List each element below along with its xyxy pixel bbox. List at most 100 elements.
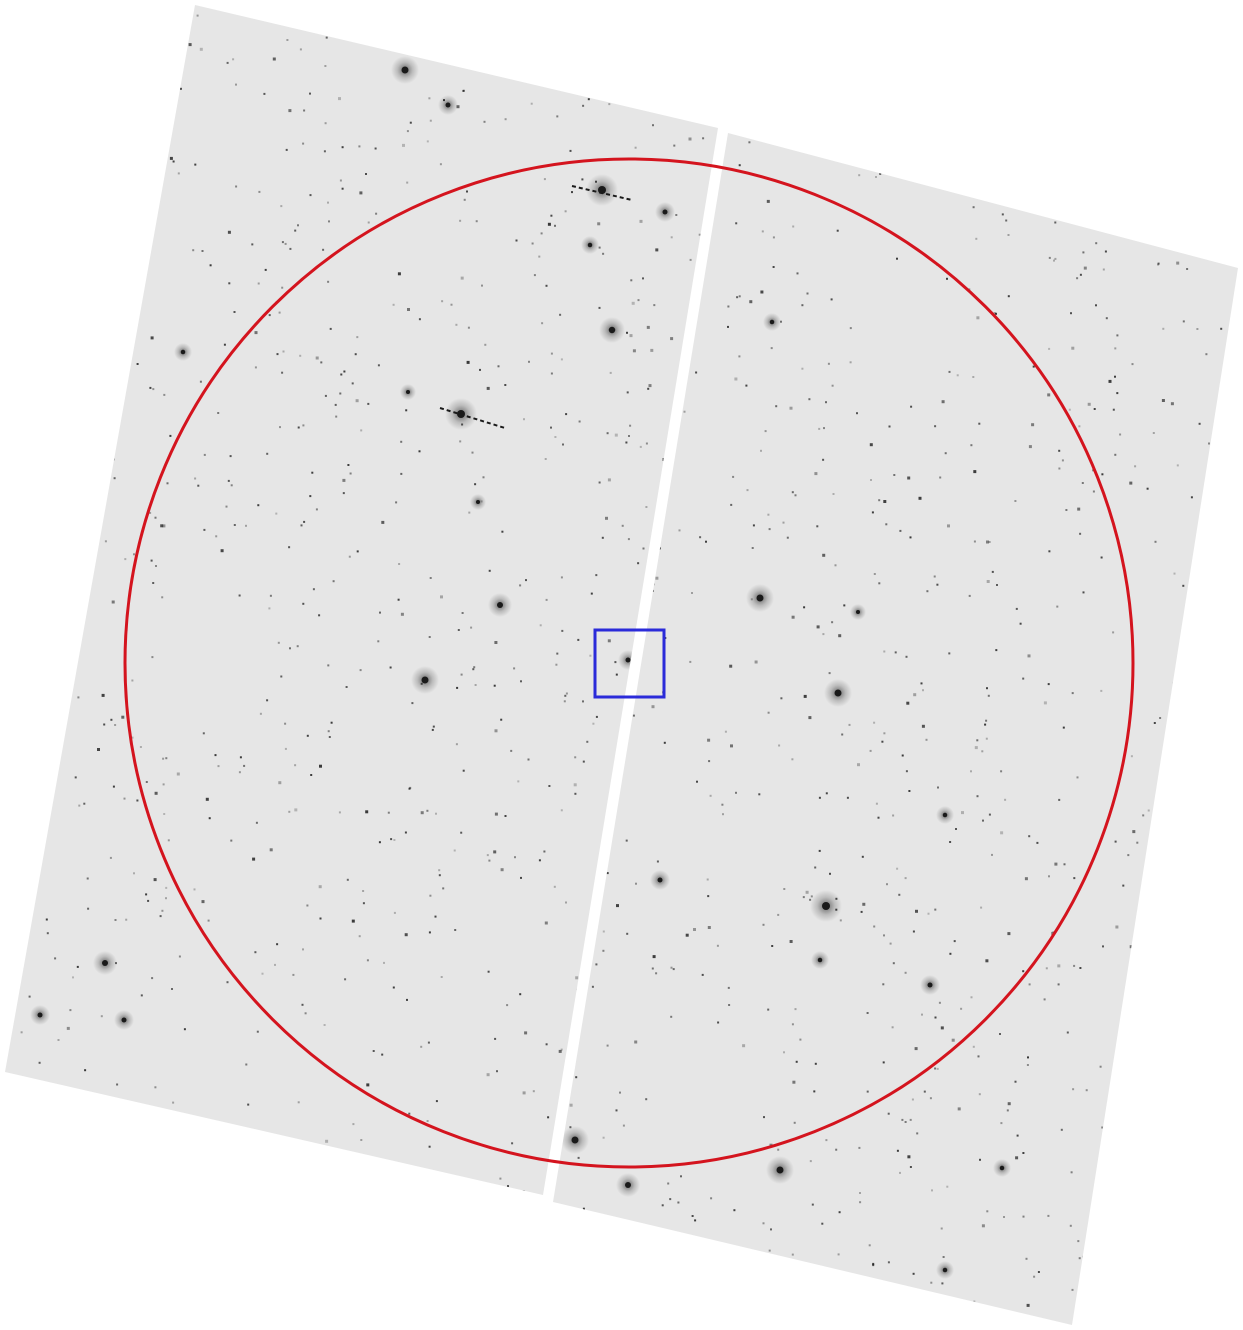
star-speck [400,612,404,616]
star-speck [973,1300,976,1303]
star-speck [791,758,794,761]
star-speck [735,222,738,225]
star-speck [311,471,314,474]
bright-source-core [999,1165,1005,1171]
star-speck [517,780,520,783]
star-speck [1078,1257,1081,1260]
star-speck [309,495,312,498]
star-speck [1037,1271,1040,1273]
star-speck [474,684,477,686]
star-speck [936,1067,939,1070]
star-speck [960,1007,963,1010]
star-speck [951,1038,955,1042]
star-speck [83,802,86,805]
star-speck [873,925,876,928]
star-speck [351,382,354,385]
star-speck [1054,862,1058,866]
star-speck [742,1044,746,1048]
star-speck [724,730,727,733]
star-speck [329,327,332,330]
star-speck [325,1139,329,1143]
star-speck [848,723,851,726]
star-speck [730,503,733,506]
star-speck [1028,983,1031,986]
star-speck [179,87,182,90]
star-speck [233,524,236,526]
star-speck [1058,449,1061,452]
star-speck [1047,683,1050,686]
star-speck [629,424,632,427]
star-speck [985,959,989,963]
star-speck [1093,408,1096,410]
star-speck [859,1192,861,1194]
star-speck [511,1142,514,1145]
star-speck [793,1121,796,1124]
star-speck [1147,809,1150,812]
star-speck [338,97,341,101]
star-speck [515,239,518,242]
star-speck [1101,1126,1104,1129]
bright-source-core [102,960,108,966]
star-speck [278,781,282,785]
star-speck [598,481,601,484]
star-speck [1007,234,1010,236]
star-speck [1104,250,1107,253]
star-speck [232,58,235,61]
trail-streak [439,407,506,429]
star-speck [165,757,168,760]
star-speck [1027,1056,1029,1059]
star-speck [431,728,434,731]
star-speck [909,536,912,539]
star-speck [869,749,872,752]
star-speck [626,932,629,935]
star-speck [453,849,456,852]
star-speck [201,250,204,252]
bright-source-core [497,602,503,608]
star-speck [461,612,464,614]
star-speck [838,634,842,638]
star-speck [1170,402,1174,406]
star-speck [69,1009,72,1012]
star-speck [877,816,880,819]
star-speck [365,173,367,175]
star-speck [286,39,289,41]
star-speck [722,813,724,816]
star-speck [338,811,341,814]
star-speck [166,482,169,485]
star-speck [1016,1134,1019,1137]
star-speck [915,909,918,913]
star-speck [323,150,326,153]
bright-source-core [662,209,668,215]
star-speck [663,741,666,744]
star-speck [467,326,470,329]
star-speck [598,306,601,309]
star-speck [149,386,152,389]
star-speck [1105,317,1108,320]
star-speck [151,656,154,659]
star-speck [226,981,229,984]
star-speck [493,684,496,687]
star-speck [749,300,753,304]
star-speck [324,65,327,67]
bright-source-core [37,1012,43,1018]
star-speck [701,973,704,976]
star-speck [1015,1156,1019,1160]
star-speck [639,219,643,223]
bright-source-core [587,242,593,248]
star-speck [1136,841,1139,844]
star-speck [955,828,957,830]
star-speck [1102,945,1104,948]
star-speck [374,147,377,150]
star-speck [1100,689,1103,692]
star-speck [1071,692,1074,695]
star-speck [616,904,619,908]
star-speck [418,318,421,321]
star-speck [670,337,674,341]
star-speck [1058,467,1061,470]
star-speck [297,1101,300,1104]
star-speck [680,1175,682,1178]
star-speck [778,744,781,747]
star-speck [786,536,789,539]
star-speck [229,455,232,458]
star-speck [315,508,318,511]
